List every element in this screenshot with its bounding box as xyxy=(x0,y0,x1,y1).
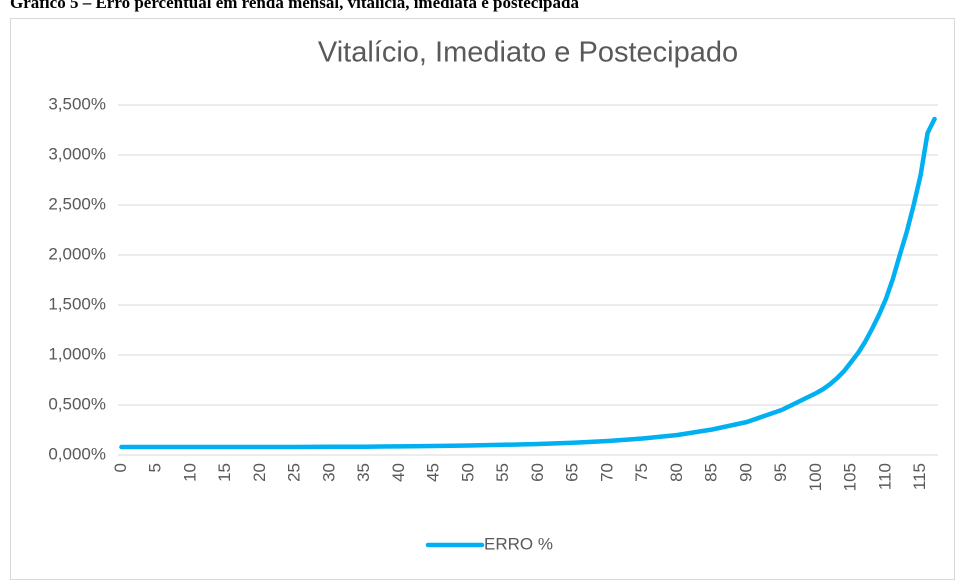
caption: Gráfico 5 – Erro percentual em renda men… xyxy=(10,0,579,12)
x-tick-label: 50 xyxy=(458,463,477,482)
chart-border xyxy=(10,18,955,580)
chart-title: Vitalício, Imediato e Postecipado xyxy=(318,37,738,69)
y-tick-label: 0,000% xyxy=(48,444,106,463)
x-tick-label: 0 xyxy=(111,463,130,472)
x-tick-label: 5 xyxy=(146,463,165,472)
x-tick-label: 20 xyxy=(250,463,269,482)
x-tick-label: 70 xyxy=(597,463,616,482)
x-tick-label: 65 xyxy=(563,463,582,482)
x-tick-label: 45 xyxy=(424,463,443,482)
x-tick-label: 80 xyxy=(667,463,686,482)
x-tick-label: 60 xyxy=(528,463,547,482)
y-tick-label: 1,000% xyxy=(48,344,106,363)
x-tick-label: 15 xyxy=(215,463,234,482)
x-tick-label: 10 xyxy=(180,463,199,482)
x-tick-label: 90 xyxy=(736,463,755,482)
legend-label: ERRO % xyxy=(484,534,553,553)
y-tick-label: 1,500% xyxy=(48,294,106,313)
x-tick-label: 30 xyxy=(319,463,338,482)
y-tick-label: 2,500% xyxy=(48,194,106,213)
y-tick-label: 0,500% xyxy=(48,394,106,413)
y-tick-label: 2,000% xyxy=(48,244,106,263)
x-tick-label: 110 xyxy=(875,463,894,490)
x-tick-label: 95 xyxy=(771,463,790,482)
y-tick-label: 3,500% xyxy=(48,94,106,113)
x-tick-label: 75 xyxy=(632,463,651,482)
x-tick-label: 35 xyxy=(354,463,373,482)
x-tick-label: 105 xyxy=(841,463,860,491)
x-tick-label: 25 xyxy=(285,463,304,482)
y-tick-label: 3,000% xyxy=(48,144,106,163)
x-tick-label: 40 xyxy=(389,463,408,482)
x-tick-label: 55 xyxy=(493,463,512,482)
x-tick-label: 100 xyxy=(806,463,825,491)
data-line xyxy=(119,116,937,450)
x-tick-label: 85 xyxy=(702,463,721,482)
x-tick-label: 115 xyxy=(910,463,929,490)
